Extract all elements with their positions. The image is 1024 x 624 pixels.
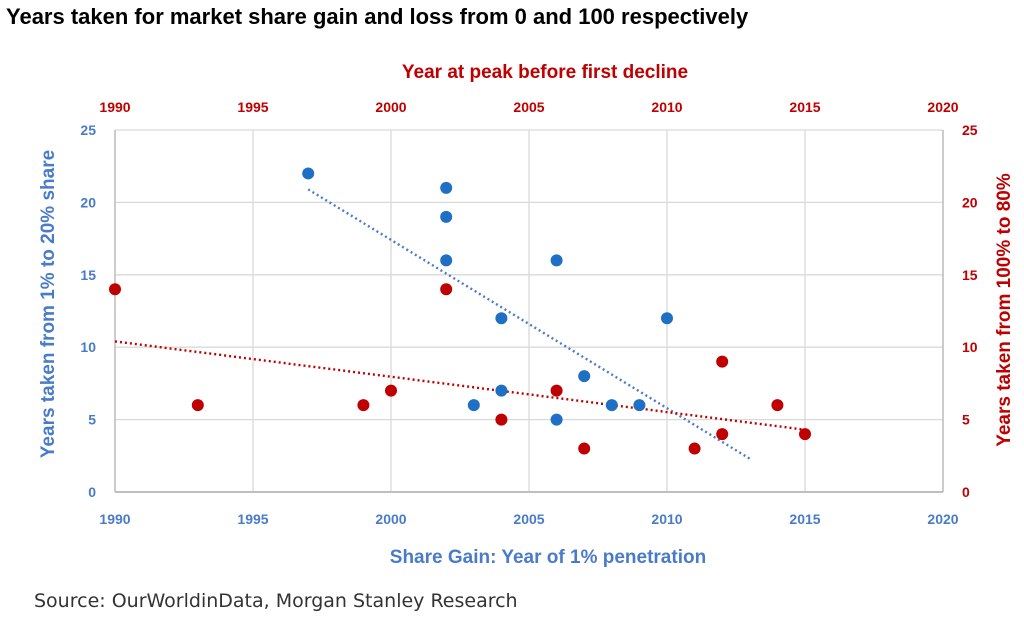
x-top-tick-label: 2010 [651,99,682,115]
trendline-share-loss [114,340,806,431]
share-gain-point-5 [495,312,508,325]
x-bottom-tick-label: 2010 [651,511,682,527]
share-gain-point-2 [440,210,453,223]
x-top-tick-label: 2015 [789,99,820,115]
x-top-tick-label: 2000 [375,99,406,115]
x-top-tick-label: 1990 [99,99,130,115]
chart-title: Years taken for market share gain and lo… [6,4,749,29]
x-top-tick-label: 2020 [927,99,958,115]
x-top-tick-label: 2005 [513,99,544,115]
y-left-tick-label: 10 [80,339,96,355]
share-loss-point-12 [799,428,811,441]
source-note: Source: OurWorldinData, Morgan Stanley R… [34,590,518,612]
share-gain-point-3 [440,254,453,267]
share-loss-point-4 [440,283,453,296]
y-left-tick-label: 15 [80,267,96,283]
y-right-tick-label: 10 [962,339,978,355]
trendlines [114,188,806,460]
tick-labels: 1990199019951995200020002005200520102010… [80,99,977,527]
share-loss-point-10 [716,428,729,441]
share-loss-point-1 [191,399,204,412]
x-bottom-axis-label: Share Gain: Year of 1% penetration [390,547,706,568]
share-loss-point-9 [716,355,729,368]
x-bottom-tick-label: 1995 [237,511,268,527]
data-points [109,167,811,455]
y-right-tick-label: 25 [962,122,978,138]
share-loss-point-8 [688,442,701,455]
y-left-tick-label: 20 [80,194,96,210]
y-right-tick-label: 15 [962,267,978,283]
share-loss-point-6 [550,384,563,397]
share-loss-point-11 [771,399,784,412]
share-gain-point-1 [440,181,453,194]
y-left-tick-label: 5 [88,412,96,428]
share-loss-point-3 [385,384,397,397]
x-bottom-tick-label: 2015 [789,511,820,527]
x-top-tick-label: 1995 [237,99,268,115]
share-loss-point-2 [357,399,370,412]
share-gain-point-11 [633,399,646,412]
y-right-tick-label: 0 [962,484,970,500]
share-gain-point-7 [578,370,591,383]
share-gain-point-8 [495,384,508,397]
y-left-axis-label: Years taken from 1% to 20% share [38,150,59,458]
x-bottom-tick-label: 2005 [513,511,544,527]
y-left-tick-label: 0 [88,484,96,500]
x-top-axis-label: Year at peak before first decline [402,62,688,83]
x-bottom-tick-label: 1990 [99,511,130,527]
share-loss-point-5 [495,413,508,426]
axes [114,130,944,493]
y-right-tick-label: 20 [962,194,978,210]
share-gain-point-6 [661,312,673,325]
x-bottom-tick-label: 2020 [927,511,958,527]
y-right-axis-label: Years taken from 100% to 80% [994,173,1015,447]
y-right-tick-label: 5 [962,412,970,428]
grid-lines [114,129,944,492]
share-loss-point-0 [109,283,121,296]
y-left-tick-label: 25 [80,122,96,138]
share-gain-point-4 [550,254,563,267]
x-bottom-tick-label: 2000 [375,511,406,527]
share-gain-point-10 [605,399,618,412]
share-gain-point-9 [467,399,480,412]
share-gain-point-12 [550,413,563,426]
share-gain-point-0 [302,167,315,180]
share-loss-point-7 [578,442,591,455]
